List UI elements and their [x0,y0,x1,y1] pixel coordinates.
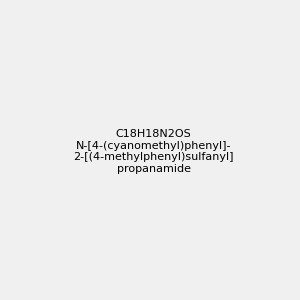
Text: C18H18N2OS
N-[4-(cyanomethyl)phenyl]-
2-[(4-methylphenyl)sulfanyl]
propanamide: C18H18N2OS N-[4-(cyanomethyl)phenyl]- 2-… [74,129,234,174]
